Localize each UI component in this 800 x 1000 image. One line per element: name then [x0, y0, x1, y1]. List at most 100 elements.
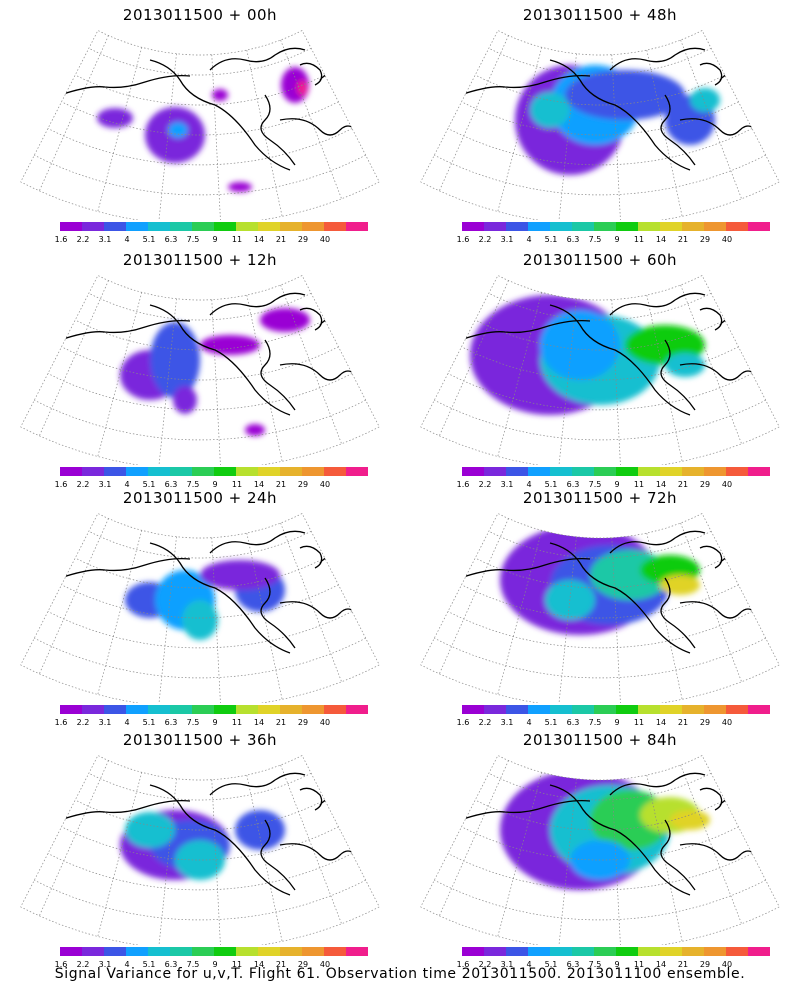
variance-blob	[97, 108, 133, 128]
latitude-line	[447, 611, 753, 649]
colorbar-swatch	[170, 947, 192, 956]
colorbar-tick-label: 7.5	[186, 960, 200, 969]
coastline	[679, 601, 761, 619]
colorbar-swatch	[170, 705, 192, 714]
colorbar-swatch	[148, 705, 170, 714]
colorbar-tick-label: 3.1	[500, 718, 514, 727]
colorbar-swatch	[192, 705, 214, 714]
colorbar-tick-label: 40	[319, 480, 331, 489]
longitude-line	[280, 284, 342, 444]
latitude-line	[461, 346, 739, 381]
latitude-line	[475, 799, 725, 831]
variance-blob	[260, 308, 310, 332]
longitude-line	[246, 533, 283, 700]
longitude-line	[158, 778, 177, 945]
longitude-line	[39, 35, 109, 191]
coastline	[549, 542, 691, 654]
colorbar-tick-label: 3.1	[98, 718, 112, 727]
coastline	[23, 345, 51, 379]
colorbar-tick-label: 9	[614, 718, 620, 727]
coastline	[609, 772, 706, 796]
colorbar-tick-label: 1.6	[456, 235, 470, 244]
latitude-line	[47, 128, 353, 166]
colorbar-swatch	[616, 705, 638, 714]
colorbar-tick-label: 6.3	[164, 718, 178, 727]
colorbar-swatch	[528, 947, 550, 956]
coastline	[23, 825, 51, 859]
latitude-line	[461, 584, 739, 619]
variance-blob	[540, 310, 620, 380]
colorbar-swatch	[682, 705, 704, 714]
colorbar-swatch	[748, 222, 770, 231]
colorbar-swatch	[346, 705, 368, 714]
colorbar-swatch	[726, 222, 748, 231]
polar-map	[20, 513, 380, 703]
colorbar	[462, 467, 770, 476]
colorbar-swatch	[594, 222, 616, 231]
colorbar-swatch	[192, 947, 214, 956]
variance-field	[120, 810, 285, 880]
colorbar-swatch	[572, 222, 594, 231]
latitude-line	[75, 799, 325, 831]
colorbar-swatch	[506, 705, 528, 714]
longitude-line	[97, 292, 143, 457]
latitude-line	[88, 772, 312, 801]
map-boundary	[20, 275, 380, 465]
colorbar-swatch	[638, 467, 660, 476]
colorbar-tick-label: 5.1	[142, 718, 156, 727]
colorbar-labels: 1.6 2.2 3.1 4 5.1 6.3 7.5 9 11 14 21 29 40	[457, 480, 782, 490]
graticule	[20, 275, 380, 465]
latitude-line	[75, 74, 325, 106]
colorbar-swatch	[126, 705, 148, 714]
colorbar-swatch	[236, 222, 258, 231]
colorbar-tick-label: 4	[526, 718, 532, 727]
colorbar-tick-label: 29	[699, 718, 711, 727]
panel-title: 2013011500 + 84h	[522, 731, 678, 749]
longitude-line	[39, 280, 109, 436]
panel-84h: 2013011500 + 84h 1.6 2.2 3.1 4 5.1 6.3 7.5 9 11 1…	[400, 725, 800, 970]
map-boundary	[20, 30, 380, 220]
coastline	[59, 319, 191, 341]
colorbar-swatch	[346, 947, 368, 956]
longitude-line	[39, 518, 109, 674]
colorbar-tick-label: 7.5	[588, 718, 602, 727]
variance-field	[515, 65, 720, 175]
colorbar-swatch	[550, 705, 572, 714]
coastline	[23, 583, 51, 617]
panel-title: 2013011500 + 36h	[122, 731, 278, 749]
colorbar-swatch	[484, 705, 506, 714]
colorbar-swatch	[280, 947, 302, 956]
colorbar-tick-label: 29	[297, 960, 309, 969]
latitude-line	[61, 826, 339, 861]
coastline	[59, 557, 191, 579]
latitude-line	[434, 154, 766, 196]
colorbar-swatch	[82, 947, 104, 956]
colorbar-swatch	[528, 705, 550, 714]
colorbar-tick-label: 4	[526, 235, 532, 244]
coastline	[719, 318, 741, 338]
colorbar-tick-label: 21	[677, 718, 689, 727]
colorbar-swatch	[126, 947, 148, 956]
latitude-line	[47, 611, 353, 649]
colorbar-labels: 1.6 2.2 3.1 4 5.1 6.3 7.5 9 11 14 21 29 40	[55, 480, 380, 490]
variance-blob	[173, 386, 197, 414]
colorbar-swatch	[616, 947, 638, 956]
colorbar-swatch	[126, 467, 148, 476]
colorbar-swatch	[148, 947, 170, 956]
colorbar-tick-label: 6.3	[566, 718, 580, 727]
longitude-line	[158, 298, 177, 465]
map-boundary	[20, 755, 380, 945]
colorbar-tick-label: 40	[319, 235, 331, 244]
latitude-line	[447, 373, 753, 411]
variance-blob	[200, 560, 280, 590]
colorbar-swatch	[214, 947, 236, 956]
coastline	[23, 100, 51, 134]
colorbar-tick-label: 7.5	[186, 235, 200, 244]
latitude-line	[34, 637, 366, 679]
colorbar-tick-label: 7.5	[588, 960, 602, 969]
longitude-line	[680, 522, 742, 682]
longitude-line	[680, 764, 742, 924]
colorbar-tick-label: 6.3	[566, 960, 580, 969]
longitude-line	[439, 35, 509, 191]
colorbar-swatch	[748, 947, 770, 956]
